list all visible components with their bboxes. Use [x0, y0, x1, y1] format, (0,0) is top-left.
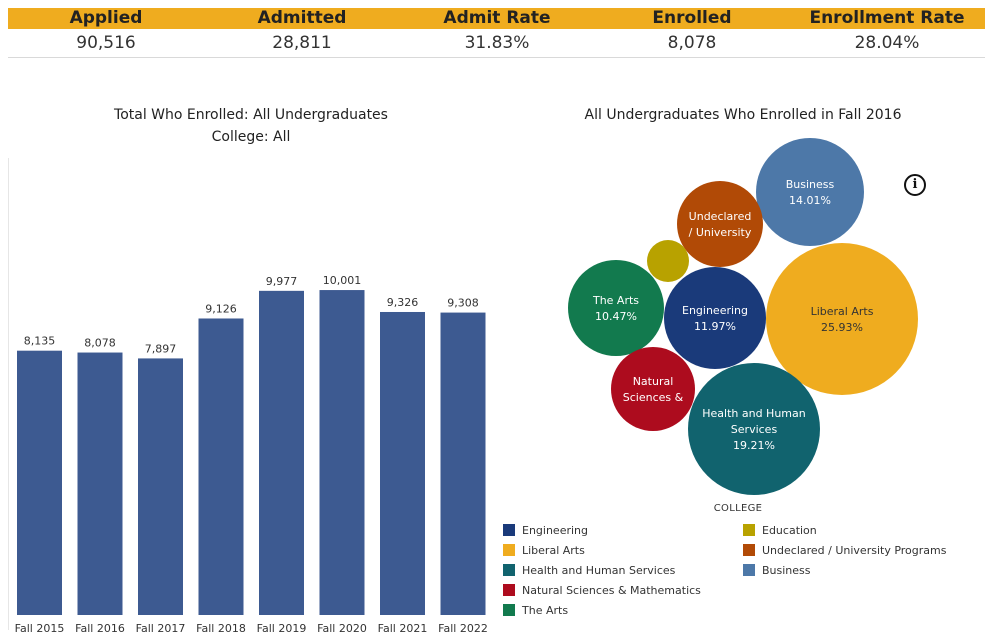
bubble-natural-sciences-mathematics[interactable] [611, 347, 695, 431]
bubble-percent-label: 19.21% [733, 439, 775, 452]
bubble-name-label: Engineering [682, 304, 748, 317]
legend-item-label: Natural Sciences & Mathematics [522, 584, 701, 597]
college-legend: COLLEGE Engineering Education Liberal Ar… [503, 503, 973, 623]
kpi-header-bar: Applied Admitted Admit Rate Enrolled Enr… [8, 8, 985, 29]
bubble-liberal-arts[interactable] [766, 243, 918, 395]
bar-fall-2019[interactable] [259, 290, 304, 615]
legend-swatch [743, 564, 755, 576]
kpi-value-applied: 90,516 [76, 33, 136, 53]
bar-category-label: Fall 2016 [75, 622, 125, 635]
bar-fall-2017[interactable] [138, 358, 183, 615]
legend-item-label: Undeclared / University Programs [762, 544, 947, 557]
legend-swatch [503, 524, 515, 536]
info-icon[interactable]: i [904, 174, 926, 196]
bar-value-label: 9,126 [205, 302, 237, 315]
bubble-percent-label: 10.47% [595, 310, 637, 323]
bubble-name-label: / University [689, 226, 752, 239]
legend-swatch [743, 524, 755, 536]
legend-title: COLLEGE [713, 503, 763, 514]
legend-item-health-human-services[interactable]: Health and Human Services [503, 563, 675, 579]
legend-item-engineering[interactable]: Engineering [503, 523, 588, 539]
bar-category-label: Fall 2022 [438, 622, 488, 635]
bubble-the-arts[interactable] [568, 260, 664, 356]
bubble-business[interactable] [756, 138, 864, 246]
bar-category-label: Fall 2019 [257, 622, 307, 635]
bubble-education[interactable] [647, 240, 689, 282]
bubble-name-label: Health and Human [702, 407, 806, 420]
legend-item-label: The Arts [522, 604, 569, 617]
legend-item-undeclared[interactable]: Undeclared / University Programs [743, 543, 946, 559]
kpi-value-admitted: 28,811 [272, 33, 332, 53]
bubble-name-label: Natural [633, 375, 674, 388]
bar-category-label: Fall 2020 [317, 622, 367, 635]
legend-swatch [743, 544, 755, 556]
bar-value-label: 10,001 [323, 274, 362, 287]
bubble-undeclared-university-programs[interactable] [677, 181, 763, 267]
bar-chart-axis-line [8, 158, 9, 630]
bar-value-label: 9,308 [447, 297, 479, 310]
kpi-value-enrolled: 8,078 [667, 33, 717, 53]
kpi-values-row: 90,516 28,811 31.83% 8,078 28.04% [8, 29, 985, 58]
legend-item-label: Engineering [522, 524, 588, 537]
legend-item-label: Liberal Arts [522, 544, 585, 557]
bar-fall-2015[interactable] [17, 350, 62, 615]
legend-item-education[interactable]: Education [743, 523, 817, 539]
kpi-label-enrolled: Enrolled [652, 8, 732, 28]
kpi-label-applied: Applied [69, 8, 143, 28]
bubble-health-and-human-services[interactable] [688, 363, 820, 495]
legend-item-label: Business [762, 564, 811, 577]
bar-value-label: 9,977 [266, 275, 298, 288]
kpi-label-admit-rate: Admit Rate [443, 8, 551, 28]
bubble-name-label: Services [731, 423, 778, 436]
bar-fall-2016[interactable] [77, 352, 123, 615]
bubble-name-label: Undeclared [689, 210, 752, 223]
legend-swatch [503, 604, 515, 616]
kpi-label-admitted: Admitted [257, 8, 347, 28]
bar-fall-2021[interactable] [380, 311, 425, 615]
bar-fall-2020[interactable] [319, 290, 365, 615]
legend-item-label: Education [762, 524, 817, 537]
legend-swatch [503, 544, 515, 556]
bubble-name-label: Liberal Arts [811, 305, 874, 318]
bar-value-label: 7,897 [145, 342, 177, 355]
bar-chart-title: Total Who Enrolled: All Undergraduates [114, 107, 388, 123]
legend-item-label: Health and Human Services [522, 564, 676, 577]
bar-category-label: Fall 2021 [378, 622, 428, 635]
bar-fall-2018[interactable] [198, 318, 244, 615]
legend-item-business[interactable]: Business [743, 563, 811, 579]
kpi-value-enrollment-rate: 28.04% [854, 33, 920, 53]
bubble-name-label: The Arts [592, 294, 639, 307]
bar-category-label: Fall 2018 [196, 622, 246, 635]
legend-swatch [503, 584, 515, 596]
bar-category-label: Fall 2017 [136, 622, 186, 635]
bar-value-label: 8,078 [84, 337, 116, 350]
kpi-label-enrollment-rate: Enrollment Rate [809, 8, 965, 28]
bubble-percent-label: 14.01% [789, 194, 831, 207]
bar-chart-subtitle: College: All [211, 129, 291, 145]
kpi-value-admit-rate: 31.83% [464, 33, 530, 53]
legend-swatch [503, 564, 515, 576]
bubble-percent-label: 11.97% [694, 320, 736, 333]
bubble-name-label: Business [786, 178, 835, 191]
bubble-chart-title: All Undergraduates Who Enrolled in Fall … [584, 107, 902, 123]
legend-item-liberal-arts[interactable]: Liberal Arts [503, 543, 585, 559]
bar-fall-2022[interactable] [440, 312, 486, 615]
bubble-engineering[interactable] [664, 267, 766, 369]
bar-value-label: 8,135 [24, 335, 56, 348]
bar-value-label: 9,326 [387, 296, 419, 309]
legend-item-the-arts[interactable]: The Arts [503, 603, 568, 619]
bubble-name-label: Sciences & [623, 391, 684, 404]
enrollment-bar-chart: 8,135 Fall 2015 8,078 Fall 2016 7,897 Fall 20… [15, 274, 488, 635]
legend-item-natural-sciences[interactable]: Natural Sciences & Mathematics [503, 583, 701, 599]
bar-category-label: Fall 2015 [15, 622, 65, 635]
bubble-percent-label: 25.93% [821, 321, 863, 334]
